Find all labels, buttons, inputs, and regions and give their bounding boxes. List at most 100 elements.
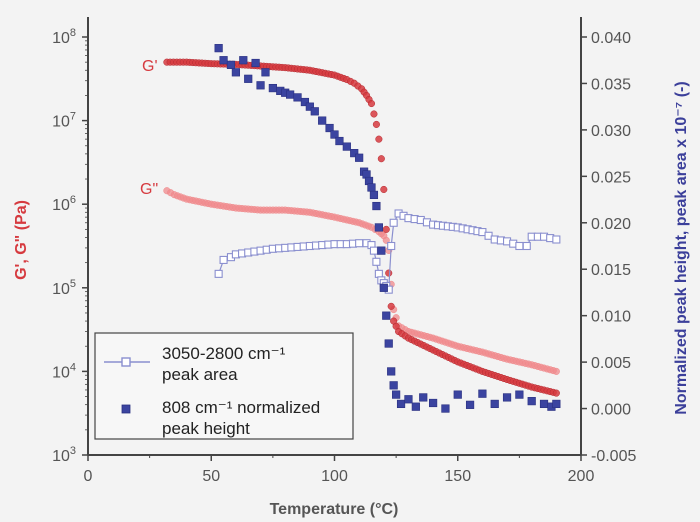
peak-height-point <box>369 190 379 200</box>
peak-height-point <box>325 123 334 133</box>
peak-height-point <box>256 81 265 90</box>
peak-height-point <box>502 393 512 402</box>
peak-height-point <box>428 398 438 408</box>
peak-height-point <box>372 201 381 211</box>
peak-height-point <box>515 390 524 399</box>
plot-area <box>163 44 561 413</box>
peak-area-point <box>515 241 524 251</box>
legend-height-marker <box>121 404 131 414</box>
peak-height-point <box>384 339 393 348</box>
left-tick-label: 104 <box>52 361 76 381</box>
peak-height-point <box>305 102 314 111</box>
right-tick-label: 0.010 <box>591 309 631 326</box>
peak-height-point <box>490 399 499 409</box>
peak-height-point <box>231 68 241 77</box>
peak-height-point <box>244 74 253 83</box>
peak-area-point <box>389 218 398 227</box>
peak-area-point <box>214 269 223 278</box>
peak-height-point <box>539 399 549 409</box>
peak-height-point <box>335 136 344 146</box>
peak-height-point <box>527 397 536 406</box>
peak-height-point <box>389 381 398 390</box>
legend: 3050-2800 cm⁻¹ peak area 808 cm⁻¹ normal… <box>94 332 354 440</box>
g-prime-point <box>552 389 560 397</box>
left-axis-title: G', G" (Pa) <box>13 200 30 280</box>
peak-height-point <box>367 183 376 192</box>
right-tick-label: 0.005 <box>591 355 631 372</box>
peak-height-point <box>379 283 388 292</box>
peak-height-point <box>453 390 462 399</box>
peak-height-point <box>411 402 420 411</box>
peak-area-point <box>374 269 383 278</box>
peak-height-point <box>251 58 260 68</box>
x-tick-label: 100 <box>321 468 348 485</box>
peak-height-point <box>268 83 277 93</box>
peak-height-point <box>377 246 386 255</box>
right-tick-label: 0.035 <box>591 76 631 93</box>
peak-height-point <box>239 56 248 65</box>
peak-area-point <box>522 241 531 251</box>
peak-height-point <box>293 93 302 102</box>
peak-height-point <box>374 223 383 232</box>
peak-height-point <box>214 44 223 53</box>
peak-height-point <box>286 90 295 99</box>
legend-height-line2: peak height <box>162 419 250 438</box>
peak-area-point <box>552 235 561 244</box>
right-tick-label: -0.005 <box>591 448 636 465</box>
left-tick-label: 107 <box>52 111 76 131</box>
peak-height-point <box>300 97 310 107</box>
peak-area-point <box>355 239 364 248</box>
left-tick-label: 103 <box>52 445 76 465</box>
left-tick-label: 108 <box>52 27 76 47</box>
right-tick-label: 0.040 <box>591 30 631 47</box>
x-tick-label: 150 <box>444 468 471 485</box>
legend-box <box>94 332 354 440</box>
peak-height-point <box>330 130 339 139</box>
peak-height-point <box>355 153 364 162</box>
peak-height-point <box>396 399 406 409</box>
peak-area-point <box>372 257 381 266</box>
peak-height-point <box>261 68 270 77</box>
g-prime-point <box>380 185 388 194</box>
peak-height-point <box>226 60 236 69</box>
peak-height-point <box>465 400 475 409</box>
g-prime-point <box>375 135 383 143</box>
x-axis-title: Temperature (°C) <box>270 501 399 518</box>
peak-height-point <box>382 311 391 320</box>
legend-area-marker <box>121 357 131 367</box>
g-prime-label: G' <box>142 58 158 75</box>
peak-height-point <box>342 142 351 151</box>
peak-height-point <box>404 395 413 404</box>
peak-height-point <box>441 404 450 413</box>
g-double-prime-point <box>552 367 560 375</box>
x-tick-label: 0 <box>84 468 93 485</box>
g-prime-point <box>370 110 378 118</box>
g-prime-point <box>382 225 390 233</box>
right-tick-label: 0.030 <box>591 123 631 140</box>
peak-height-point <box>310 107 319 116</box>
g-double-prime-label: G" <box>140 181 158 198</box>
g-prime-point <box>385 269 393 277</box>
peak-area-point <box>219 255 228 264</box>
right-tick-label: 0.020 <box>591 216 631 233</box>
legend-area-line2: peak area <box>162 365 238 384</box>
right-tick-label: 0.015 <box>591 262 631 279</box>
g-prime-point <box>377 155 385 163</box>
peak-height-point <box>552 399 561 409</box>
peak-height-point <box>419 393 428 402</box>
right-axis-title: Normalized peak height, peak area x 10⁻⁷… <box>673 81 690 414</box>
axes: 0 50 100 150 200 103 104 105 106 107 108 -0.005 0.00… <box>52 17 636 485</box>
left-tick-label: 106 <box>52 194 76 214</box>
peak-area-point <box>369 246 378 255</box>
g-prime-point <box>367 99 376 108</box>
peak-area-point <box>387 241 396 251</box>
x-tick-label: 50 <box>202 468 220 485</box>
peak-height-point <box>350 149 359 158</box>
peak-height-point <box>387 367 396 376</box>
x-tick-label: 200 <box>568 468 595 485</box>
g-prime-point <box>387 302 395 310</box>
right-tick-label: 0.025 <box>591 169 631 186</box>
g-double-prime-point <box>382 236 390 244</box>
left-tick-label: 105 <box>52 278 76 298</box>
